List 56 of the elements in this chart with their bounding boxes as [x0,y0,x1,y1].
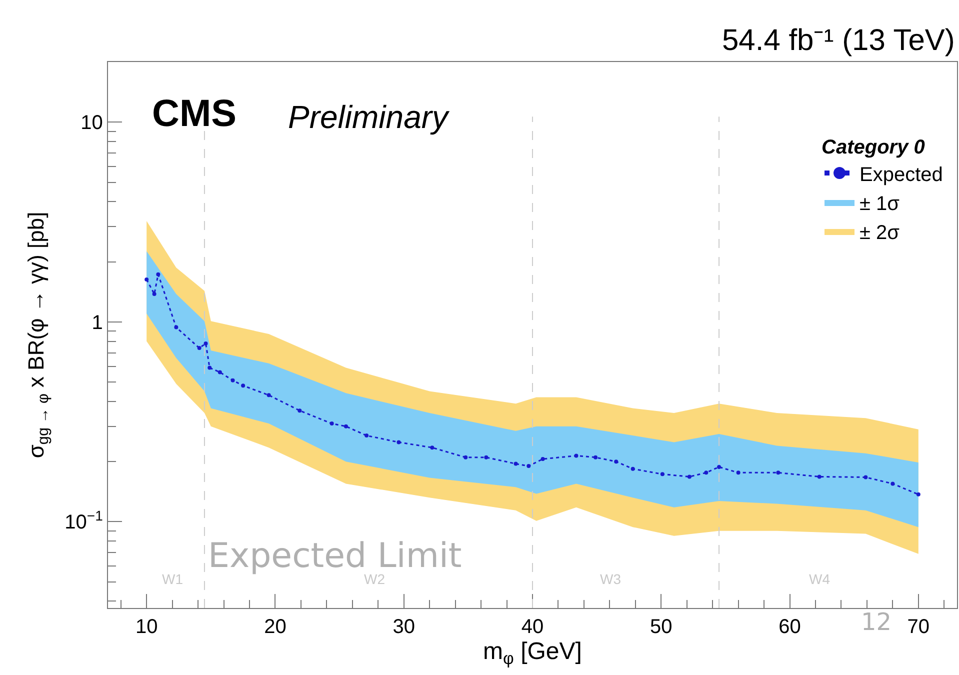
point [464,455,468,460]
y-tick-label: 10$^{−1}$ [64,507,104,534]
point [174,325,178,330]
x-tick-label: 70 [907,616,930,638]
annotation: Expected Limit [208,536,462,576]
point [218,370,222,374]
x-tick-label: 60 [778,616,801,638]
x-axis-title: m$_{φ}$ [GeV] [483,638,582,668]
annotation: 12 [861,608,892,636]
text: Preliminary [288,99,450,135]
point [241,384,246,388]
point [736,470,740,475]
point [717,464,722,469]
point [266,393,271,398]
x-tick-label: 40 [521,616,544,638]
legend-label: ± 2σ [860,222,900,244]
text: CMS [152,93,236,135]
point [208,366,212,370]
point [526,464,531,468]
legend-title: Category 0 [822,136,925,159]
point [817,474,822,479]
text: 54.4 fb⁻¹ (13 TeV) [722,24,955,57]
point [144,278,149,282]
point [197,346,202,350]
point [484,455,488,460]
point [230,378,235,382]
point [687,474,692,479]
x-tick-label: 30 [392,616,415,638]
point [890,482,895,486]
point [864,475,868,480]
x-tick-label: 50 [650,616,672,638]
point [396,440,401,444]
legend-label: ± 1σ [860,192,900,215]
point [204,342,208,346]
x-tick-label: 10 [135,616,158,638]
point [344,424,348,428]
point [704,470,708,475]
point [430,446,434,450]
point [660,472,664,476]
point [514,462,518,466]
point [298,408,302,413]
x-tick-label: 20 [264,616,286,638]
point [594,455,598,460]
point [152,292,156,296]
point [614,460,618,464]
legend-label: Expected [860,164,943,186]
point [630,466,635,471]
point [540,457,545,462]
point [916,492,920,496]
point [156,272,160,276]
point [364,434,369,438]
y-tick-label: 10 [80,112,103,134]
y-tick-label: 1 [92,312,103,334]
point [574,454,578,458]
point [776,470,780,475]
point [330,422,334,426]
